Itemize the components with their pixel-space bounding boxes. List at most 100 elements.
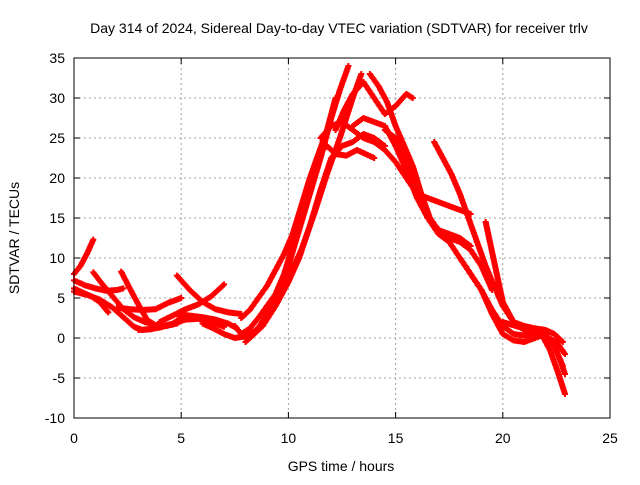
- data-trace: [115, 285, 125, 293]
- data-trace: [121, 315, 136, 329]
- data-trace: [264, 300, 280, 320]
- data-trace: [425, 216, 441, 236]
- series-arc-17: [253, 131, 388, 333]
- data-trace: [431, 140, 446, 160]
- data-trace: [547, 348, 561, 376]
- data-trace: [491, 260, 502, 284]
- plot-frame: [73, 57, 611, 419]
- data-trace: [264, 268, 278, 288]
- y-tick-label: 20: [49, 170, 65, 186]
- data-point: [559, 363, 566, 369]
- data-trace: [500, 300, 516, 324]
- x-axis-label: GPS time / hours: [288, 458, 395, 474]
- data-point: [90, 236, 97, 243]
- data-trace: [551, 344, 566, 368]
- data-trace: [474, 240, 489, 268]
- data-trace: [307, 156, 324, 196]
- data-trace: [361, 80, 377, 100]
- data-trace: [384, 100, 399, 128]
- y-tick-label: 30: [49, 90, 65, 106]
- data-trace: [401, 144, 416, 168]
- y-tick-label: -5: [53, 370, 66, 386]
- data-point: [561, 371, 568, 377]
- series-arc-15: [242, 63, 352, 345]
- data-trace: [296, 224, 313, 260]
- y-tick-label: -10: [45, 410, 65, 426]
- y-tick-label: 10: [49, 250, 65, 266]
- data-trace: [487, 240, 497, 264]
- data-point: [559, 339, 566, 345]
- data-trace: [307, 188, 324, 228]
- data-trace: [440, 156, 454, 176]
- data-point: [345, 63, 352, 69]
- data-trace: [372, 96, 387, 116]
- data-trace: [479, 264, 495, 292]
- data-trace: [127, 286, 141, 307]
- series-arc-7: [113, 295, 185, 313]
- data-trace: [543, 333, 557, 348]
- y-tick-label: 35: [49, 50, 65, 66]
- data-point: [120, 285, 127, 292]
- data-point: [371, 155, 378, 161]
- data-trace: [254, 316, 269, 332]
- data-trace: [273, 252, 287, 272]
- data-point: [358, 71, 365, 77]
- data-point: [467, 243, 474, 249]
- data-point: [561, 391, 568, 397]
- data-trace: [296, 192, 313, 232]
- x-tick-label: 25: [602, 430, 618, 446]
- series-arc-13: [231, 95, 339, 337]
- data-trace: [187, 288, 205, 304]
- data-trace: [466, 216, 480, 244]
- data-trace: [247, 316, 261, 331]
- x-tick-label: 10: [281, 430, 297, 446]
- y-tick-label: 5: [57, 290, 65, 306]
- series-arc-20: [366, 71, 496, 293]
- data-trace: [483, 264, 497, 288]
- data-trace: [337, 64, 351, 92]
- data-trace: [209, 282, 226, 299]
- series-arc-26: [499, 319, 568, 397]
- data-trace: [307, 152, 321, 180]
- data-trace: [239, 308, 252, 320]
- y-tick-label: 25: [49, 130, 65, 146]
- data-trace: [110, 305, 126, 320]
- data-point: [221, 281, 228, 288]
- x-tick-label: 15: [388, 430, 404, 446]
- data-point: [105, 309, 112, 316]
- data-trace: [449, 172, 463, 196]
- data-trace: [318, 156, 334, 192]
- data-trace: [275, 280, 291, 304]
- data-trace: [403, 160, 420, 196]
- data-trace: [383, 148, 398, 164]
- data-trace: [479, 288, 495, 316]
- data-trace: [457, 192, 471, 220]
- data-trace: [483, 220, 493, 244]
- data-trace: [341, 92, 355, 112]
- data-trace: [285, 228, 302, 268]
- data-trace: [281, 232, 296, 256]
- data-point: [178, 295, 185, 301]
- data-trace: [393, 136, 409, 164]
- data-point: [409, 95, 416, 101]
- data-points: [71, 63, 568, 397]
- series-arc-19: [332, 79, 416, 133]
- data-trace: [329, 144, 344, 160]
- data-trace: [99, 281, 115, 299]
- data-trace: [286, 256, 302, 284]
- chart-title: Day 314 of 2024, Sidereal Day-to-day VTE…: [90, 20, 588, 36]
- data-trace: [72, 264, 83, 276]
- data-trace: [468, 248, 484, 268]
- data-trace: [393, 124, 407, 148]
- data-trace: [318, 124, 334, 140]
- y-tick-label: 0: [57, 330, 65, 346]
- data-trace: [376, 84, 390, 104]
- data-trace: [414, 192, 431, 220]
- data-trace: [447, 240, 462, 260]
- data-trace: [457, 256, 473, 276]
- x-tick-label: 20: [495, 430, 511, 446]
- data-trace: [539, 332, 553, 352]
- x-tick-label: 0: [70, 430, 78, 446]
